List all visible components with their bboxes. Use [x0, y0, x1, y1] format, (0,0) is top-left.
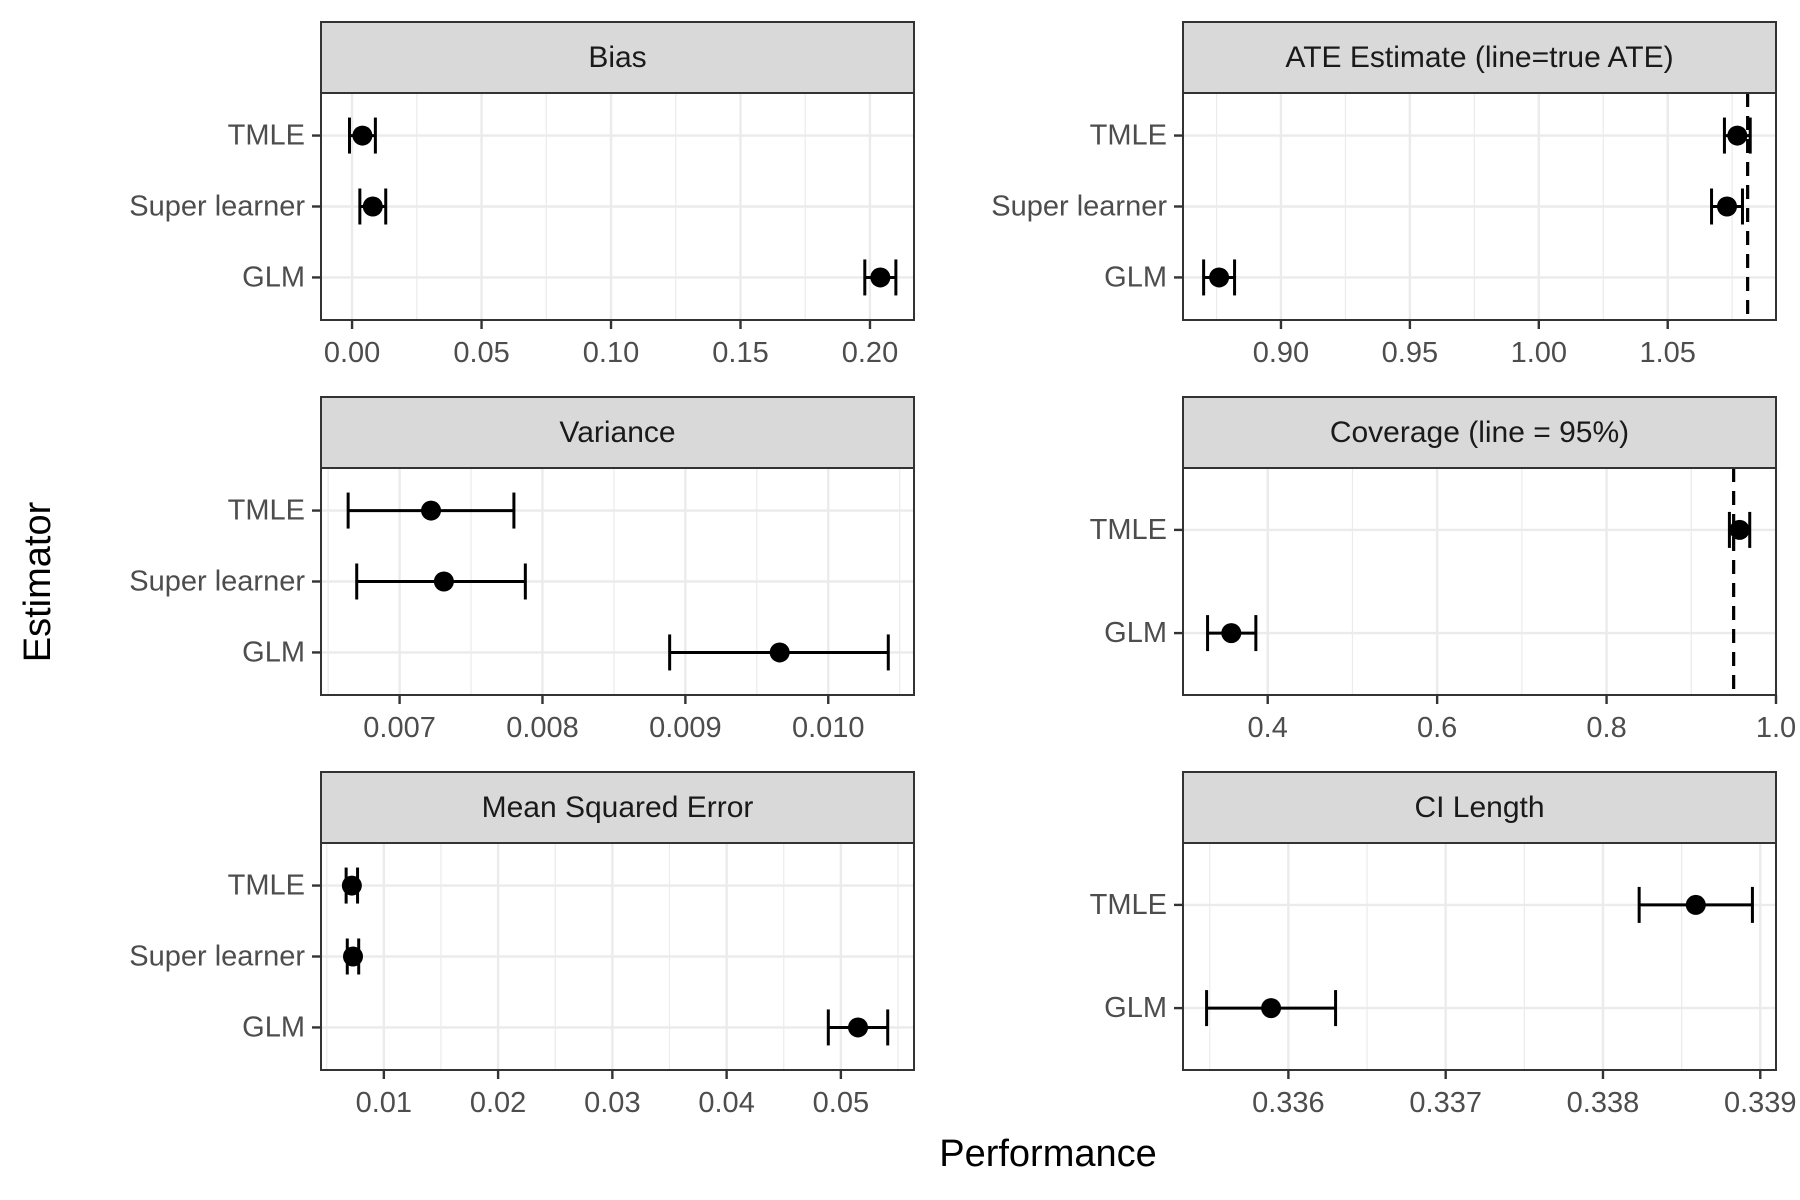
facet-strip — [1182, 396, 1777, 469]
x-tick-label: 0.4 — [1248, 712, 1288, 744]
x-tick-label: 0.03 — [584, 1087, 640, 1119]
point-glm — [1221, 623, 1242, 644]
x-tick-label: 0.20 — [842, 337, 898, 369]
panel-background — [1183, 468, 1776, 695]
panel-coverage-line-95: GLM TMLE 0.4 0.6 0.8 1.0 Coverage (line = 95%) — [1090, 396, 1796, 744]
y-tick-label: TMLE — [1090, 514, 1167, 546]
y-tick-label: TMLE — [1090, 120, 1167, 152]
facet-title: CI Length — [1414, 791, 1544, 824]
x-axis-title: Performance — [939, 1133, 1157, 1175]
x-tick-label: 0.007 — [363, 712, 436, 744]
point-glm — [769, 642, 790, 663]
y-tick-label: TMLE — [228, 120, 305, 152]
x-tick-label: 1.0 — [1756, 712, 1796, 744]
x-tick-label: 1.00 — [1511, 337, 1567, 369]
x-tick-label: 0.90 — [1253, 337, 1309, 369]
x-tick-label: 0.05 — [453, 337, 509, 369]
y-tick-label: Super learner — [129, 566, 305, 598]
y-tick-label: GLM — [242, 1011, 305, 1043]
y-axis-title: Estimator — [17, 501, 59, 662]
x-tick-label: 0.01 — [356, 1087, 412, 1119]
point-super-learner — [433, 571, 454, 592]
facet-strip — [320, 21, 915, 94]
x-tick-label: 0.8 — [1586, 712, 1626, 744]
y-tick-label: Super learner — [129, 191, 305, 223]
facet-strip — [1182, 21, 1777, 94]
y-tick-label: GLM — [1104, 261, 1167, 293]
x-tick-label: 0.04 — [698, 1087, 754, 1119]
x-tick-label: 0.010 — [792, 712, 865, 744]
x-tick-label: 0.10 — [583, 337, 639, 369]
x-tick-label: 0.00 — [324, 337, 380, 369]
x-tick-label: 0.009 — [649, 712, 722, 744]
point-super-learner — [1717, 196, 1738, 217]
y-tick-label: TMLE — [1090, 889, 1167, 921]
facet-title: Coverage (line = 95%) — [1330, 416, 1629, 449]
x-tick-label: 0.339 — [1724, 1087, 1797, 1119]
y-tick-label: GLM — [242, 636, 305, 668]
point-glm — [848, 1017, 869, 1038]
y-tick-label: GLM — [1104, 617, 1167, 649]
x-tick-label: 1.05 — [1639, 337, 1695, 369]
panel-mean-squared-error: GLM Super learner TMLE 0.01 0.02 0.03 0.04 0.05… — [129, 771, 915, 1119]
point-tmle — [352, 125, 373, 146]
point-tmle — [1685, 894, 1706, 915]
facet-title: Variance — [559, 416, 675, 449]
y-tick-label: TMLE — [228, 495, 305, 527]
panel-ci-length: GLM TMLE 0.336 0.337 0.338 0.339 CI Length — [1090, 771, 1797, 1119]
facet-strip — [320, 771, 915, 844]
point-tmle — [421, 500, 442, 521]
panel-ate-estimate-line-true-ate: GLM Super learner TMLE 0.90 0.95 1.00 1.05 ATE … — [991, 21, 1777, 369]
facet-title: Bias — [588, 41, 646, 74]
x-tick-label: 0.336 — [1252, 1087, 1325, 1119]
panel-variance: GLM Super learner TMLE 0.007 0.008 0.009 0.010… — [129, 396, 915, 744]
facet-strip — [320, 396, 915, 469]
x-tick-label: 0.338 — [1567, 1087, 1640, 1119]
facet-title: ATE Estimate (line=true ATE) — [1285, 41, 1673, 74]
facet-strip — [1182, 771, 1777, 844]
point-tmle — [341, 875, 362, 896]
point-glm — [1261, 998, 1282, 1019]
point-tmle — [1727, 125, 1748, 146]
y-tick-label: GLM — [1104, 992, 1167, 1024]
point-tmle — [1729, 519, 1750, 540]
y-tick-label: Super learner — [129, 941, 305, 973]
x-tick-label: 0.6 — [1417, 712, 1457, 744]
x-tick-label: 0.05 — [813, 1087, 869, 1119]
x-tick-label: 0.02 — [470, 1087, 526, 1119]
point-super-learner — [342, 946, 363, 967]
panel-bias: GLM Super learner TMLE 0.00 0.05 0.10 0.15 0.20… — [129, 21, 915, 369]
point-glm — [1209, 267, 1230, 288]
facet-panels: GLM Super learner TMLE 0.00 0.05 0.10 0.15 0.20… — [129, 21, 1797, 1119]
point-super-learner — [362, 196, 383, 217]
x-tick-label: 0.008 — [506, 712, 579, 744]
x-tick-label: 0.95 — [1382, 337, 1438, 369]
x-tick-label: 0.337 — [1409, 1087, 1482, 1119]
y-tick-label: Super learner — [991, 191, 1167, 223]
y-tick-label: TMLE — [228, 870, 305, 902]
x-tick-label: 0.15 — [712, 337, 768, 369]
panel-background — [1183, 843, 1776, 1070]
y-tick-label: GLM — [242, 261, 305, 293]
facet-title: Mean Squared Error — [482, 791, 754, 824]
point-glm — [870, 267, 891, 288]
